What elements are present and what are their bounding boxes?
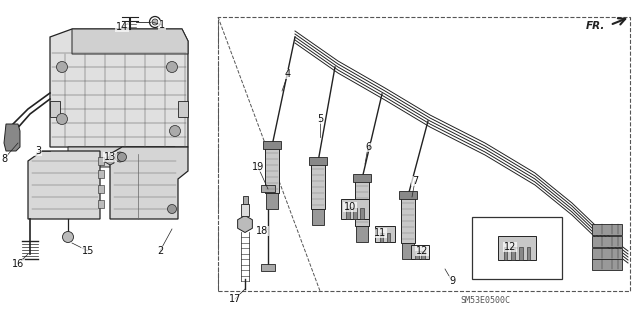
Polygon shape: [312, 209, 324, 225]
Text: 15: 15: [82, 246, 94, 256]
Circle shape: [63, 232, 74, 242]
Bar: [261, 186, 275, 192]
Text: 4: 4: [285, 69, 291, 79]
Text: 17: 17: [229, 294, 241, 304]
Polygon shape: [68, 147, 175, 167]
Bar: [592, 248, 622, 258]
Circle shape: [166, 62, 177, 72]
Text: 1: 1: [159, 20, 165, 30]
Text: 9: 9: [449, 276, 455, 286]
Text: FR.: FR.: [586, 21, 605, 31]
Bar: [98, 200, 104, 208]
Text: 8: 8: [1, 154, 7, 164]
Bar: [360, 208, 364, 219]
Bar: [504, 247, 508, 260]
Text: 10: 10: [344, 202, 356, 212]
Text: 13: 13: [104, 152, 116, 162]
Bar: [261, 263, 275, 271]
Bar: [592, 235, 622, 247]
Text: 12: 12: [416, 246, 428, 256]
Text: 5: 5: [317, 114, 323, 124]
Bar: [98, 157, 104, 165]
Bar: [98, 185, 104, 193]
Text: 18: 18: [256, 226, 268, 236]
Bar: [218, 17, 630, 291]
Polygon shape: [237, 216, 252, 233]
Bar: [527, 247, 530, 260]
Bar: [421, 251, 425, 259]
Text: 19: 19: [252, 162, 264, 172]
Text: 7: 7: [412, 176, 418, 186]
Bar: [341, 199, 369, 219]
Text: 6: 6: [365, 142, 371, 152]
Polygon shape: [355, 179, 369, 226]
Text: 12: 12: [504, 242, 516, 252]
Polygon shape: [241, 204, 249, 216]
Bar: [511, 247, 515, 260]
Polygon shape: [28, 151, 100, 219]
Polygon shape: [353, 174, 371, 182]
Bar: [592, 258, 622, 270]
Bar: [472, 217, 562, 279]
Text: 2: 2: [157, 246, 163, 256]
Circle shape: [115, 152, 125, 162]
Bar: [98, 170, 104, 178]
Bar: [243, 196, 248, 204]
Circle shape: [168, 204, 177, 213]
Bar: [592, 224, 622, 234]
Polygon shape: [356, 226, 368, 242]
Circle shape: [56, 114, 67, 124]
Polygon shape: [265, 146, 279, 193]
Bar: [178, 101, 188, 117]
Polygon shape: [110, 147, 188, 219]
Polygon shape: [4, 124, 20, 151]
Bar: [411, 245, 429, 259]
Bar: [380, 233, 383, 242]
Bar: [498, 236, 536, 260]
Polygon shape: [72, 29, 188, 54]
Circle shape: [56, 62, 67, 72]
Circle shape: [118, 152, 127, 161]
Polygon shape: [399, 191, 417, 199]
Bar: [415, 251, 419, 259]
Text: 3: 3: [35, 146, 41, 156]
Bar: [519, 247, 523, 260]
Bar: [346, 208, 350, 219]
Bar: [375, 226, 395, 242]
Polygon shape: [309, 157, 327, 165]
Circle shape: [152, 19, 158, 25]
Bar: [387, 233, 390, 242]
Bar: [50, 101, 60, 117]
Text: 11: 11: [374, 228, 386, 238]
Polygon shape: [266, 193, 278, 209]
Polygon shape: [311, 162, 325, 209]
Polygon shape: [50, 29, 188, 147]
Polygon shape: [401, 196, 415, 243]
Text: SM53E0500C: SM53E0500C: [460, 296, 510, 305]
Text: 14: 14: [116, 22, 128, 32]
Circle shape: [170, 125, 180, 137]
Bar: [353, 208, 357, 219]
Polygon shape: [105, 157, 114, 165]
Polygon shape: [263, 141, 281, 149]
Polygon shape: [402, 243, 414, 259]
Text: 16: 16: [12, 259, 24, 269]
